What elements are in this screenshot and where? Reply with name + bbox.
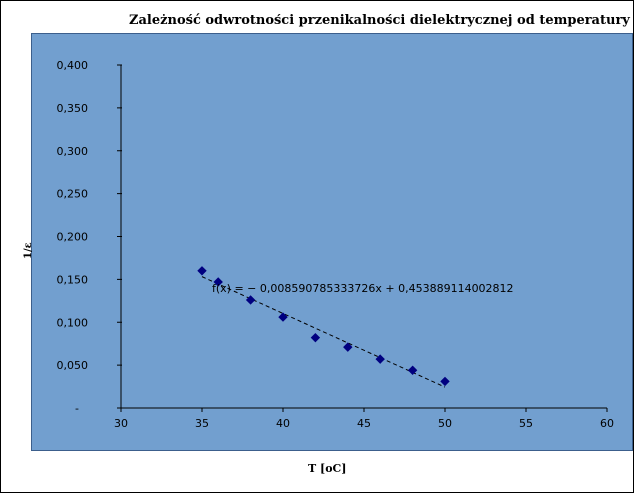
x-tick-label: 60 [600,417,614,430]
data-point [197,266,207,276]
trendline [201,276,446,388]
data-point [407,365,418,375]
data-point [278,312,288,322]
x-tick-label: 35 [195,417,209,430]
y-tick-label: 0,150 [57,273,89,286]
x-tick-label: 40 [276,417,290,430]
data-point [375,354,385,364]
y-tick-label: 0,350 [57,102,89,115]
x-axis-ticks: 30 35 40 45 50 55 60 [114,408,614,430]
plot-area [31,33,633,451]
data-point [440,376,450,387]
y-tick-label: 0,100 [57,316,89,329]
y-tick-label: 0,400 [57,59,89,72]
axes [120,65,607,409]
data-point [343,342,353,352]
y-axis-title: 1/ε [23,242,34,259]
y-axis-ticks: - 0,050 0,100 0,150 0,200 0,250 0,300 0,350 0,40… [57,59,122,415]
data-point [213,277,223,287]
data-points [197,266,450,387]
y-tick-label: 0,250 [57,188,89,201]
y-tick-label: 0,200 [57,231,89,244]
x-tick-label: 55 [519,417,533,430]
x-tick-label: 45 [357,417,371,430]
regression-equation: f(x) = − 0,008590785333726x + 0,45388911… [212,282,514,295]
x-tick-label: 50 [438,417,452,430]
y-tick-label: 0,300 [57,145,89,158]
x-axis-title: T [oC] [308,462,347,475]
y-tick-label: 0,050 [57,359,89,372]
y-tick-label: - [75,402,79,415]
x-tick-label: 30 [114,417,128,430]
data-point [310,332,321,343]
data-point [245,295,256,305]
chart-title: Zależność odwrotności przenikalności die… [129,13,630,28]
trendline-group [201,276,446,388]
